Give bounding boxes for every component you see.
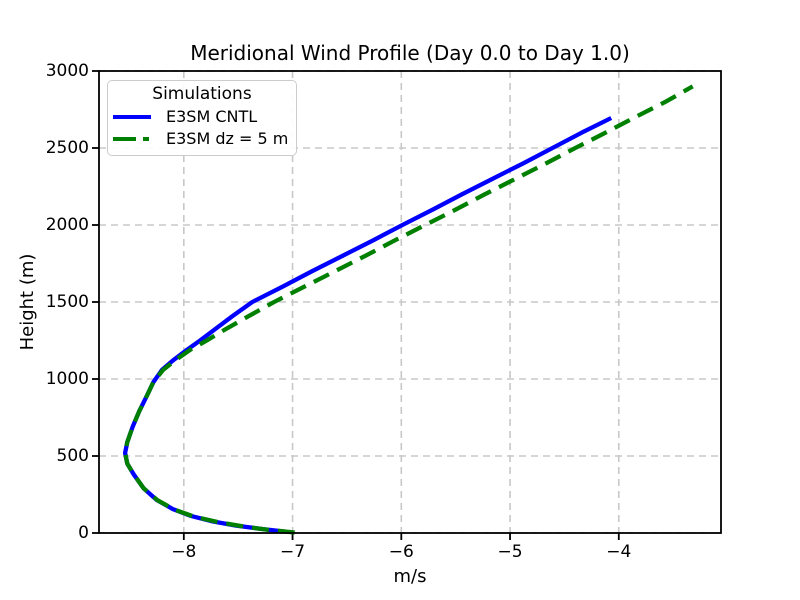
tick-marks <box>92 70 620 540</box>
y-tick-label: 1500 <box>45 292 89 312</box>
y-tick-label: 3000 <box>45 61 89 81</box>
x-tick-label: −7 <box>280 542 306 562</box>
x-tick-label: −5 <box>497 542 523 562</box>
chart-title: Meridional Wind Profile (Day 0.0 to Day … <box>190 41 630 65</box>
legend-line-sample-dashed <box>113 136 151 142</box>
series-line-dashed <box>122 84 694 535</box>
legend: Simulations E3SM CNTL E3SM dz = 5 m <box>107 80 297 156</box>
series-line-solid <box>122 116 613 534</box>
x-tick-label: −8 <box>171 542 197 562</box>
legend-entry-dz5m: E3SM dz = 5 m <box>108 129 296 149</box>
y-tick-label: 1000 <box>45 369 89 389</box>
y-tick-label: 2000 <box>45 215 89 235</box>
y-tick-label: 2500 <box>45 138 89 158</box>
x-axis-label: m/s <box>393 566 427 587</box>
plot-border <box>98 70 722 534</box>
legend-label: E3SM CNTL <box>166 107 258 126</box>
series-lines <box>122 84 694 535</box>
y-tick-label: 500 <box>56 446 89 466</box>
legend-entry-cntl: E3SM CNTL <box>108 107 296 127</box>
x-tick-label: −6 <box>388 542 414 562</box>
y-tick-label: 0 <box>78 523 89 543</box>
x-tick-label: −4 <box>606 542 632 562</box>
legend-label: E3SM dz = 5 m <box>166 129 289 148</box>
legend-title: Simulations <box>152 84 252 104</box>
legend-line-sample-solid <box>113 114 151 120</box>
